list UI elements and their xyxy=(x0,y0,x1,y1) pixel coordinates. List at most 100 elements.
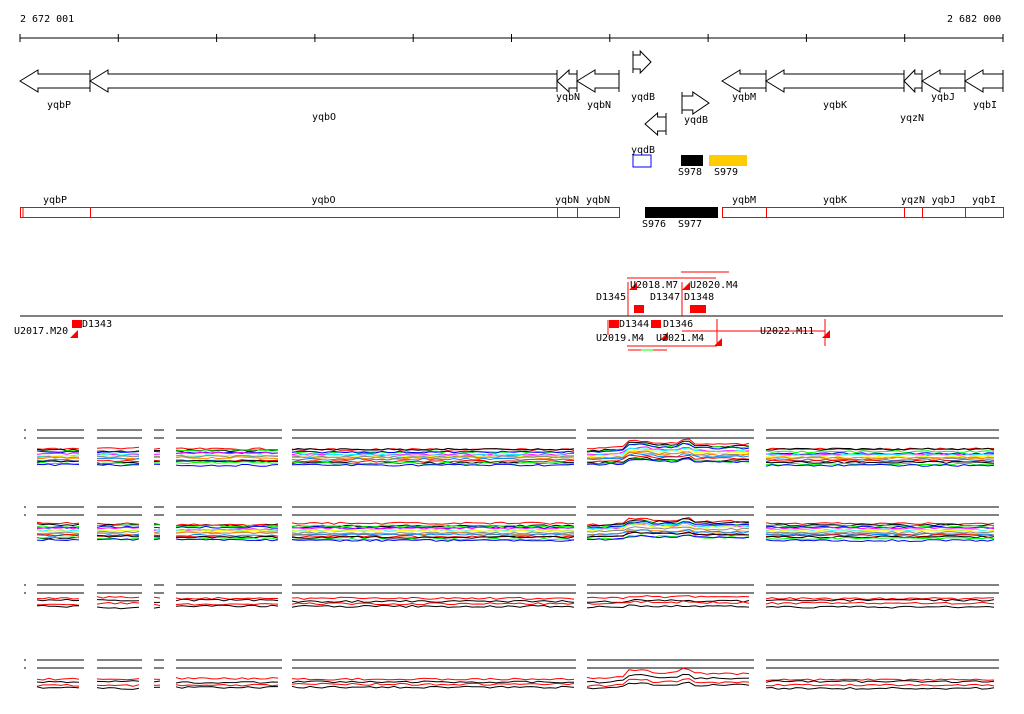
wiggle-line xyxy=(96,678,140,681)
wiggle-line xyxy=(96,599,140,602)
wiggle-line xyxy=(36,523,80,527)
probe-triangle xyxy=(714,338,722,346)
wiggle-line xyxy=(175,460,279,463)
gene-box-label[interactable]: yqbO xyxy=(311,195,336,206)
gene-label[interactable]: yqbO xyxy=(312,112,337,123)
wiggle-line xyxy=(765,459,995,463)
wiggle-line xyxy=(291,599,575,603)
probe-marker xyxy=(651,320,661,328)
gene-arrow-yqbO xyxy=(89,69,558,93)
feature-S977 xyxy=(681,207,718,218)
wiggle-line xyxy=(586,454,750,463)
gene-box xyxy=(722,207,767,218)
gene-label[interactable]: yqbJ xyxy=(931,92,956,103)
wiggle-line xyxy=(586,673,750,684)
probe-label[interactable]: U2021.M4 xyxy=(656,333,705,344)
wiggle-line xyxy=(153,532,161,535)
gene-box-label[interactable]: yqbI xyxy=(972,195,997,206)
probe-label[interactable]: D1347 xyxy=(650,292,681,303)
gene-arrow-yqbN xyxy=(576,69,620,93)
wiggle-line xyxy=(175,534,279,537)
wiggle-line xyxy=(96,457,140,461)
gene-box-label[interactable]: yqbM xyxy=(732,195,757,206)
probe-label[interactable]: D1348 xyxy=(684,292,715,303)
gene-arrow-yqbK xyxy=(765,69,905,93)
feature-label[interactable]: S977 xyxy=(678,219,703,230)
probe-label[interactable]: D1343 xyxy=(82,319,113,330)
wiggle-line xyxy=(765,597,995,601)
feature-S978 xyxy=(681,155,703,166)
wiggle-line xyxy=(765,531,995,535)
probe-label[interactable]: U2017.M20 xyxy=(14,326,69,337)
gene-label[interactable]: yqzN xyxy=(900,113,925,124)
wiggle-line xyxy=(587,598,750,603)
gene-arrow-yqdB xyxy=(632,49,652,75)
gene-label[interactable]: yqbK xyxy=(823,100,848,111)
gene-arrow-yqbI xyxy=(964,69,1004,93)
wiggle-line xyxy=(586,531,749,538)
probe-label[interactable]: U2020.M4 xyxy=(690,280,739,291)
wiggle-line xyxy=(153,447,161,450)
wiggle-line xyxy=(587,522,750,530)
wiggle-line xyxy=(175,451,279,455)
gene-label[interactable]: yqbI xyxy=(973,100,998,111)
probe-label[interactable]: D1345 xyxy=(596,292,627,303)
probe-label[interactable]: U2022.M11 xyxy=(760,326,815,337)
wiggle-line xyxy=(153,680,161,683)
wiggle-line xyxy=(153,603,161,607)
wiggle-line xyxy=(291,521,575,525)
wiggle-line xyxy=(291,680,574,684)
wiggle-line xyxy=(765,525,995,529)
probe-label[interactable]: D1346 xyxy=(663,319,694,330)
wiggle-line xyxy=(175,681,279,684)
gene-box-label[interactable]: yqbP xyxy=(43,195,68,206)
wiggle-line xyxy=(586,452,750,461)
wiggle-line xyxy=(175,447,279,451)
probe-label[interactable]: U2018.M7 xyxy=(630,280,679,291)
gene-box xyxy=(20,207,91,218)
wiggle-line xyxy=(291,604,575,608)
wiggle-line xyxy=(36,448,80,452)
gene-box-label[interactable]: yqbN xyxy=(586,195,611,206)
wiggle-line xyxy=(175,461,279,465)
gene-box-label[interactable]: yqbK xyxy=(823,195,848,206)
gene-label[interactable]: yqdB xyxy=(684,115,709,126)
wiggle-line xyxy=(586,447,750,457)
wiggle-line xyxy=(175,456,279,460)
wiggle-line xyxy=(765,601,995,605)
gene-label[interactable]: yqdB xyxy=(631,92,656,103)
gene-box-label[interactable]: yqzN xyxy=(901,195,926,206)
gene-box-label[interactable]: yqbN xyxy=(555,195,580,206)
probe-label[interactable]: D1344 xyxy=(619,319,650,330)
gene-label[interactable]: yqbN xyxy=(587,100,612,111)
wiggle-line xyxy=(36,463,80,467)
probe-label[interactable]: U2019.M4 xyxy=(596,333,645,344)
wiggle-line xyxy=(765,686,995,690)
wiggle-line xyxy=(291,453,575,457)
wiggle-line xyxy=(96,454,140,457)
wiggle-line xyxy=(291,682,575,686)
gene-label[interactable]: yqdB xyxy=(631,145,656,156)
wiggle-line xyxy=(765,598,995,602)
wiggle-line xyxy=(586,529,750,536)
wiggle-line xyxy=(153,534,161,537)
wiggle-line xyxy=(36,460,80,463)
wiggle-line xyxy=(175,683,279,687)
feature-label[interactable]: S976 xyxy=(642,219,667,230)
wiggle-line xyxy=(291,538,575,542)
gene-box xyxy=(577,207,620,218)
wiggle-line xyxy=(36,604,80,608)
gene-box xyxy=(557,207,578,218)
gene-label[interactable]: yqbN xyxy=(556,92,581,103)
wiggle-line xyxy=(291,447,575,451)
gene-label[interactable]: yqbM xyxy=(732,92,757,103)
wiggle-line xyxy=(586,450,750,459)
gene-label[interactable]: yqbP xyxy=(47,100,72,111)
gene-box-label[interactable]: yqbJ xyxy=(931,195,956,206)
feature-label[interactable]: S979 xyxy=(714,167,739,178)
feature-label[interactable]: S978 xyxy=(678,167,703,178)
wiggle-line xyxy=(175,598,279,602)
wiggle-line xyxy=(96,687,140,690)
probe-marker xyxy=(72,320,82,328)
wiggle-line xyxy=(586,526,750,533)
